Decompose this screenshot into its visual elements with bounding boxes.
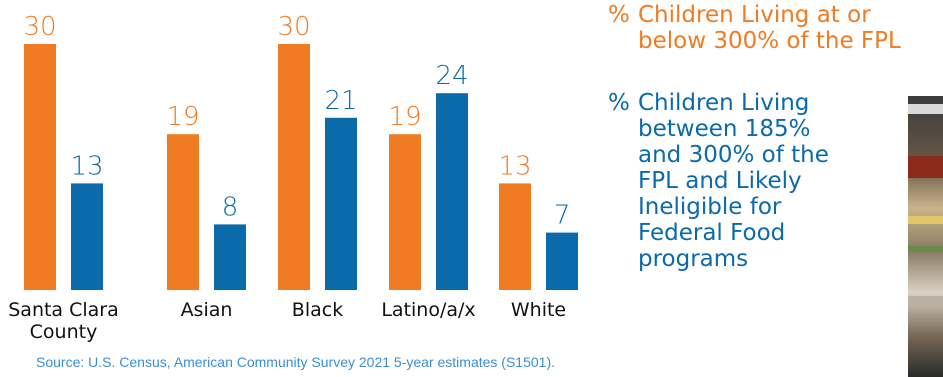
legend-entry-blue: % Children Living between 185% and 300% … [608, 90, 868, 272]
legend-marker-orange: % [608, 2, 630, 28]
legend-label-orange-line1: Children Living at or [638, 2, 871, 28]
data-label-blue-2: 21 [324, 86, 357, 116]
bar-blue-2 [325, 117, 357, 290]
bar-orange-1 [167, 134, 199, 290]
legend-entry-orange: % Children Living at or below 300% of th… [608, 2, 943, 54]
category-label-0-0: Santa Clara [8, 299, 119, 321]
data-label-orange-2: 30 [277, 12, 310, 42]
legend-label-blue-line1: Children Living [638, 90, 810, 116]
bar-blue-0 [71, 183, 103, 290]
bar-orange-3 [389, 134, 421, 290]
legend-label-blue-line2: between 185% [638, 116, 811, 142]
category-label-2-0: Black [292, 299, 343, 321]
data-label-orange-4: 13 [498, 151, 531, 181]
data-label-orange-3: 19 [388, 102, 421, 132]
data-label-blue-3: 24 [435, 61, 468, 91]
legend-label-blue-line4: FPL and Likely [638, 168, 802, 194]
data-label-orange-0: 30 [23, 12, 56, 42]
legend-label-blue-line6: Federal Food [638, 220, 786, 246]
data-label-blue-4: 7 [554, 201, 571, 231]
category-label-0-1: County [30, 321, 98, 343]
bar-blue-3 [436, 93, 468, 290]
bar-orange-2 [278, 44, 310, 290]
legend-label-blue-line3: and 300% of the [638, 142, 829, 168]
category-label-3-0: Latino/a/x [381, 299, 475, 321]
bar-blue-4 [546, 232, 578, 290]
grocery-photo [908, 96, 943, 377]
category-label-1-0: Asian [181, 299, 233, 321]
data-label-blue-1: 8 [222, 192, 239, 222]
legend-label-blue-line5: Ineligible for [638, 194, 782, 220]
bar-blue-1 [214, 224, 246, 290]
legend-marker-blue: % [608, 90, 630, 116]
category-label-4-0: White [511, 299, 566, 321]
legend-label-orange-line2: below 300% of the FPL [638, 28, 901, 54]
bar-orange-0 [24, 44, 56, 290]
data-label-blue-0: 13 [70, 151, 103, 181]
source-note: Source: U.S. Census, American Community … [36, 354, 555, 370]
bar-orange-4 [499, 183, 531, 290]
legend-label-blue-line7: programs [638, 246, 749, 272]
data-label-orange-1: 19 [166, 102, 199, 132]
